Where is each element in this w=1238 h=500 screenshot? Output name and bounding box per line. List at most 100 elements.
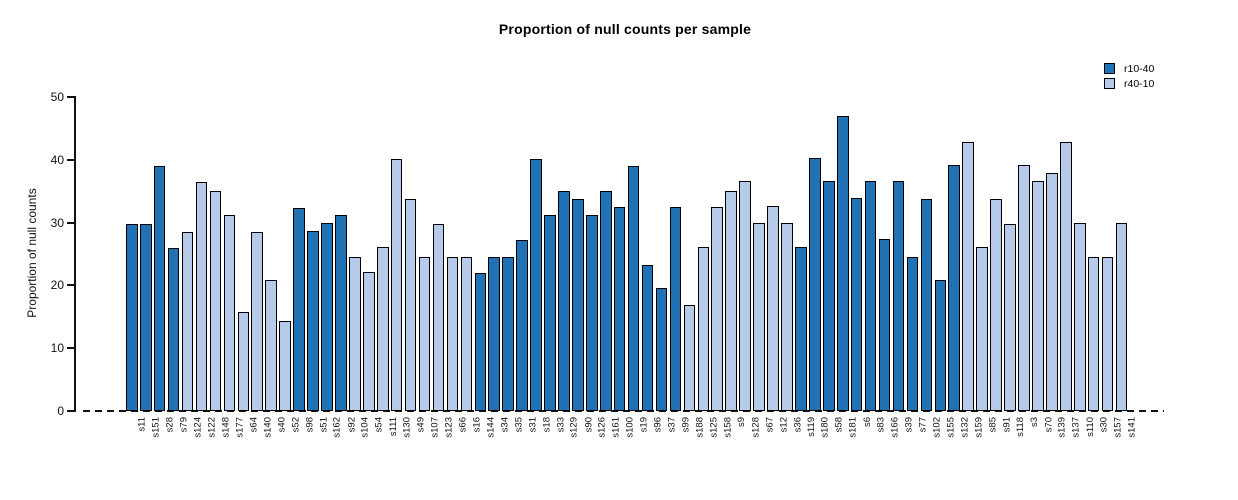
bar-s162 xyxy=(321,222,333,411)
x-tick-label-s33: s33 xyxy=(555,417,566,433)
y-tick-mark xyxy=(67,284,74,287)
y-tick-label: 0 xyxy=(57,404,64,418)
x-tick-label-s100: s100 xyxy=(624,417,636,438)
x-tick-label-s111: s111 xyxy=(387,417,399,437)
bar-s140 xyxy=(251,232,264,411)
bar-s31 xyxy=(516,239,528,411)
x-tick-label-s141: s141 xyxy=(1126,417,1138,438)
x-tick-label-s181: s181 xyxy=(847,417,859,438)
bar-s104 xyxy=(349,257,361,411)
bar-s79 xyxy=(167,247,180,411)
x-tick-label-s155: s155 xyxy=(945,417,957,438)
y-tick-mark xyxy=(67,221,74,224)
bar-s33 xyxy=(544,215,556,411)
x-tick-label-s18: s18 xyxy=(541,417,553,433)
x-tick-label-s77: s77 xyxy=(917,417,929,433)
bar-s144 xyxy=(474,272,487,411)
bar-s30 xyxy=(1087,256,1100,411)
bar-s39 xyxy=(892,181,905,411)
bar-s125 xyxy=(697,247,710,411)
x-tick-label-s51: s51 xyxy=(318,417,330,433)
x-tick-label-s66: s66 xyxy=(457,417,469,433)
bar-s70 xyxy=(1032,181,1044,411)
x-tick-label-s92: s92 xyxy=(345,417,357,433)
x-tick-label-s144: s144 xyxy=(485,417,497,438)
bar-s54 xyxy=(362,272,375,411)
x-tick-label-s36: s36 xyxy=(791,417,803,433)
legend: r10-40 r40-10 xyxy=(1104,61,1154,91)
bar-s49 xyxy=(404,198,417,411)
bar-s11 xyxy=(126,223,138,411)
bar-s67 xyxy=(753,223,765,411)
x-tick-label-s30: s30 xyxy=(1098,417,1110,433)
bar-s181 xyxy=(836,115,849,411)
legend-label: r40-10 xyxy=(1124,77,1155,90)
bar-s126 xyxy=(586,215,598,411)
x-tick-label-s12: s12 xyxy=(778,417,790,433)
x-tick-label-s102: s102 xyxy=(931,417,943,438)
x-tick-label-s166: s166 xyxy=(889,417,901,438)
x-tick-label-s161: s161 xyxy=(610,417,622,438)
bar-s151 xyxy=(139,223,152,411)
y-tick-mark xyxy=(67,347,74,350)
y-tick-mark xyxy=(67,96,74,98)
x-tick-label-s129: s129 xyxy=(568,417,580,438)
x-tick-label-s67: s67 xyxy=(764,417,776,433)
bar-s177 xyxy=(223,215,236,411)
x-tick-label-s158: s158 xyxy=(722,417,734,438)
x-tick-label-s79: s79 xyxy=(178,417,190,433)
bar-s124 xyxy=(181,232,194,411)
x-tick-label-s39: s39 xyxy=(903,417,915,433)
bar-s129 xyxy=(558,190,570,411)
x-tick-label-s126: s126 xyxy=(596,417,608,438)
bar-s92 xyxy=(335,215,347,411)
x-tick-label-s107: s107 xyxy=(429,417,441,438)
bar-s51 xyxy=(307,230,319,411)
bar-s66 xyxy=(446,257,459,411)
bar-s40 xyxy=(265,280,277,411)
x-tick-label-s91: s91 xyxy=(1001,417,1013,433)
y-tick-label: 50 xyxy=(50,90,64,104)
bar-s102 xyxy=(920,198,933,411)
bar-s99 xyxy=(669,206,682,411)
x-tick-label-s137: s137 xyxy=(1070,417,1082,438)
x-tick-label-s52: s52 xyxy=(290,417,302,433)
x-tick-label-s64: s64 xyxy=(248,417,260,433)
legend-swatch-r10-40 xyxy=(1104,63,1115,74)
x-tick-label-s159: s159 xyxy=(973,417,985,438)
bar-s19 xyxy=(627,166,640,411)
y-tick-mark xyxy=(67,158,74,161)
x-tick-label-s128: s128 xyxy=(750,417,762,438)
bar-s159 xyxy=(962,141,974,411)
bar-s28 xyxy=(153,166,166,411)
bar-s6 xyxy=(850,198,863,411)
bar-s36 xyxy=(781,223,793,411)
bar-s139 xyxy=(1046,172,1058,411)
bar-s158 xyxy=(711,206,724,411)
bar-s52 xyxy=(279,320,291,411)
bar-s64 xyxy=(237,312,250,411)
x-tick-label-s110: s110 xyxy=(1084,417,1096,437)
x-tick-label-s188: s188 xyxy=(694,417,706,438)
bar-s119 xyxy=(795,247,807,411)
x-tick-label-s96: s96 xyxy=(652,417,664,433)
x-tick-label-s49: s49 xyxy=(415,417,427,433)
bar-s90 xyxy=(572,198,584,411)
bar-s130 xyxy=(390,158,403,411)
x-tick-label-s37: s37 xyxy=(666,417,678,433)
bar-s118 xyxy=(1004,223,1016,411)
x-tick-label-s118: s118 xyxy=(1015,417,1027,437)
x-tick-label-s34: s34 xyxy=(499,417,511,433)
bar-s123 xyxy=(432,223,445,411)
x-tick-label-s148: s148 xyxy=(220,417,232,438)
bar-s161 xyxy=(599,190,612,411)
x-tick-label-s54: s54 xyxy=(373,417,385,433)
legend-swatch-r40-10 xyxy=(1104,78,1115,89)
bar-s166 xyxy=(878,238,891,411)
bar-s34 xyxy=(488,257,501,411)
x-tick-label-s90: s90 xyxy=(582,417,594,433)
x-tick-label-s122: s122 xyxy=(206,417,218,438)
bar-s100 xyxy=(613,206,626,411)
x-tick-label-s83: s83 xyxy=(875,417,887,433)
